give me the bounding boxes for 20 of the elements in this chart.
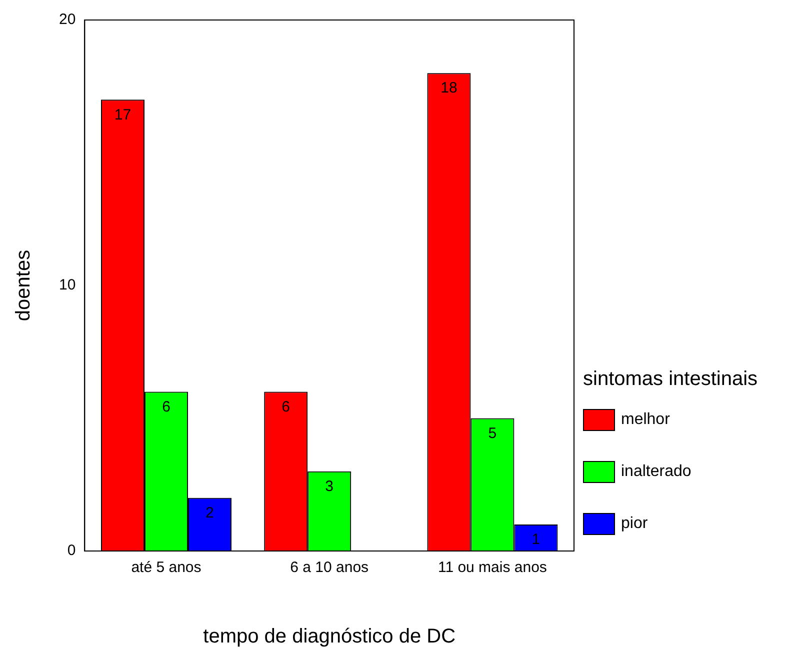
data-label: 18 [440,80,458,97]
data-label: 17 [114,106,132,124]
x-tick-label: até 5 anos [131,559,202,576]
x-tick-label: 6 a 10 anos [290,559,369,576]
x-tick-label: 11 ou mais anos [438,559,547,576]
legend-label: melhor [621,411,670,429]
y-tick-label: 20 [58,11,76,28]
x-axis-title: tempo de diagnóstico de DC [203,626,456,648]
legend-label: pior [621,515,648,533]
data-label: 3 [325,478,334,495]
data-label: 2 [206,504,214,522]
data-label: 1 [532,531,540,548]
y-tick-label: 10 [58,276,76,294]
data-label: 6 [162,398,170,416]
y-tick-label: 0 [67,542,76,560]
data-label: 6 [282,398,290,416]
data-label: 5 [488,424,497,442]
legend-title: sintomas intestinais [583,368,758,391]
legend-label: inalterado [621,463,692,481]
y-axis-title: doentes [12,250,35,322]
